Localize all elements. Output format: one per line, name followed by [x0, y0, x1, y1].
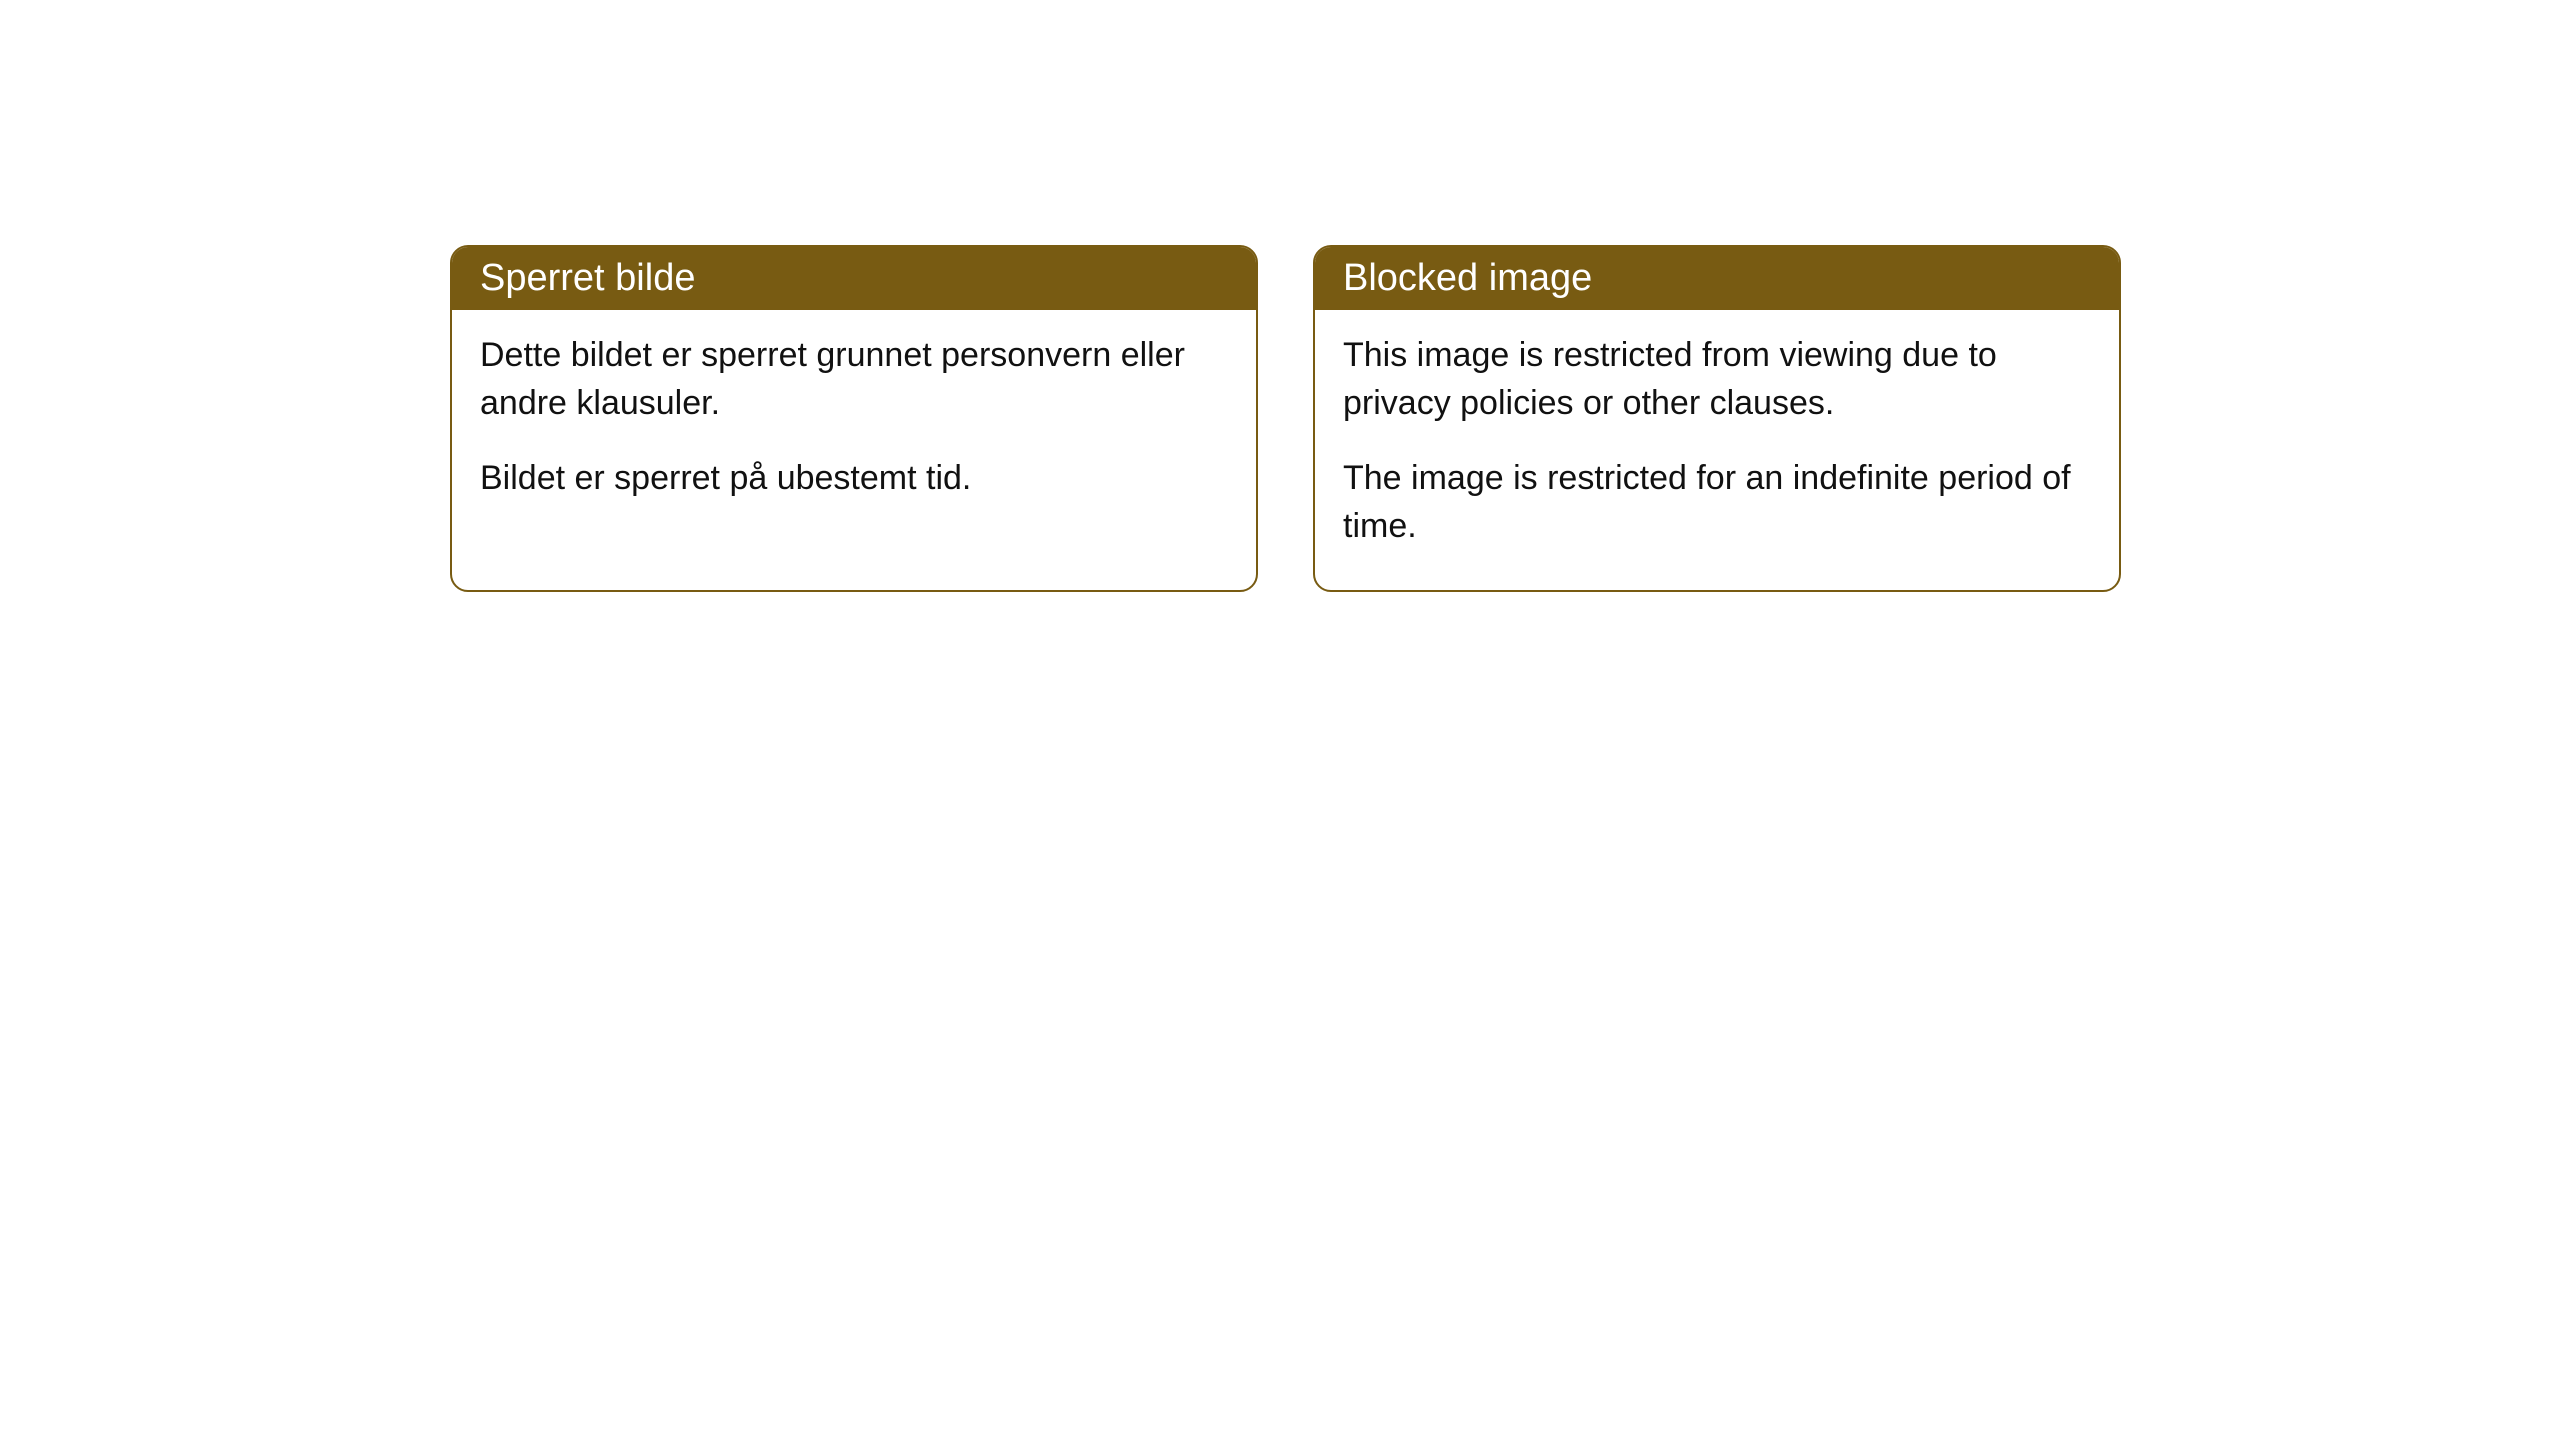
card-header: Blocked image	[1315, 247, 2119, 310]
card-paragraph: Dette bildet er sperret grunnet personve…	[480, 332, 1228, 427]
card-paragraph: Bildet er sperret på ubestemt tid.	[480, 455, 1228, 503]
card-header: Sperret bilde	[452, 247, 1256, 310]
card-paragraph: The image is restricted for an indefinit…	[1343, 455, 2091, 550]
card-body: Dette bildet er sperret grunnet personve…	[452, 310, 1256, 543]
blocked-image-card-norwegian: Sperret bilde Dette bildet er sperret gr…	[450, 245, 1258, 592]
blocked-image-cards-container: Sperret bilde Dette bildet er sperret gr…	[450, 245, 2121, 592]
card-title: Sperret bilde	[480, 257, 695, 299]
blocked-image-card-english: Blocked image This image is restricted f…	[1313, 245, 2121, 592]
card-paragraph: This image is restricted from viewing du…	[1343, 332, 2091, 427]
card-title: Blocked image	[1343, 257, 1592, 299]
card-body: This image is restricted from viewing du…	[1315, 310, 2119, 590]
